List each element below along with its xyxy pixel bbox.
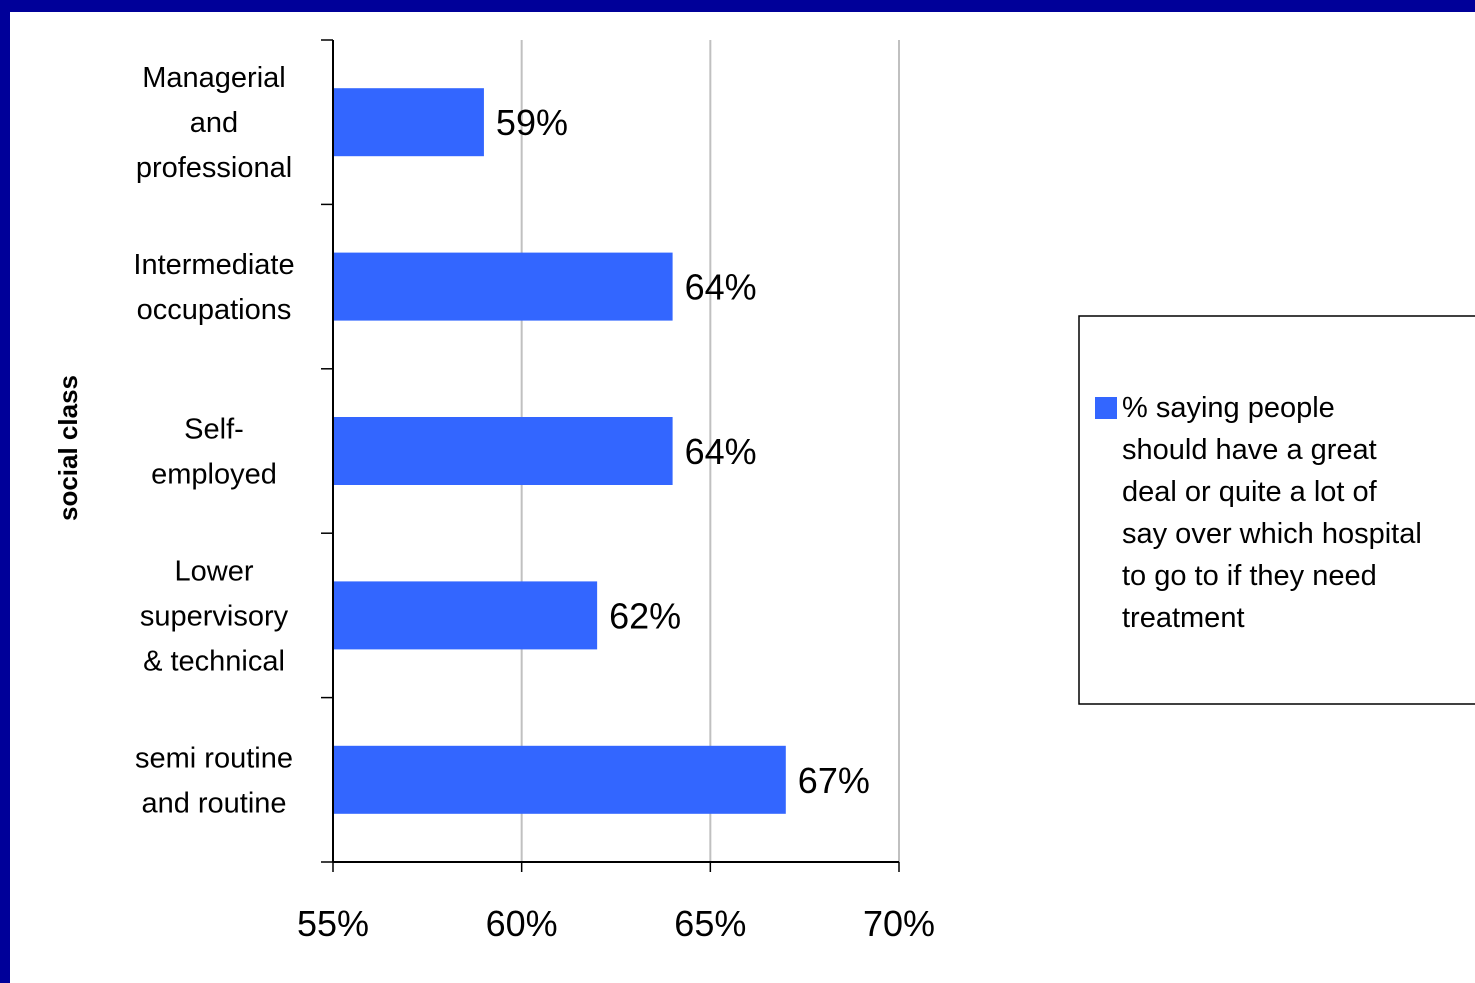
data-label: 64% (685, 431, 757, 472)
bar (334, 581, 598, 650)
legend-box (1078, 315, 1475, 705)
legend: % saying people should have a great deal o… (1078, 315, 1475, 705)
bar (334, 88, 484, 157)
labels: 55% 60% 65% 70% 59% Managerial and professional… (133, 62, 935, 944)
y-axis-title: social class (53, 375, 83, 521)
bar (334, 417, 673, 485)
bar (334, 745, 786, 814)
x-tick-label: 60% (486, 903, 558, 944)
bar-chart: 55% 60% 65% 70% 59% Managerial and professional… (53, 39, 1475, 944)
axes (321, 39, 900, 872)
data-label: 62% (609, 595, 681, 636)
x-tick-label: 55% (297, 903, 369, 944)
category-label: semi routine and routine (135, 742, 293, 819)
bar (334, 252, 673, 321)
category-label: Managerial and professional (136, 62, 292, 184)
data-label: 67% (798, 760, 870, 801)
category-label: Intermediate occupations (133, 249, 294, 326)
chart-frame: 55% 60% 65% 70% 59% Managerial and professional… (10, 12, 1475, 983)
legend-label: % saying people should have a great deal o… (1122, 392, 1422, 634)
data-label: 59% (496, 102, 568, 143)
x-tick-label: 65% (674, 903, 746, 944)
category-label: Lower supervisory & technical (140, 555, 289, 677)
bars (334, 88, 786, 814)
x-tick-label: 70% (863, 903, 935, 944)
legend-swatch (1095, 397, 1117, 419)
category-label: Self-employed (151, 414, 277, 491)
data-label: 64% (685, 267, 757, 308)
